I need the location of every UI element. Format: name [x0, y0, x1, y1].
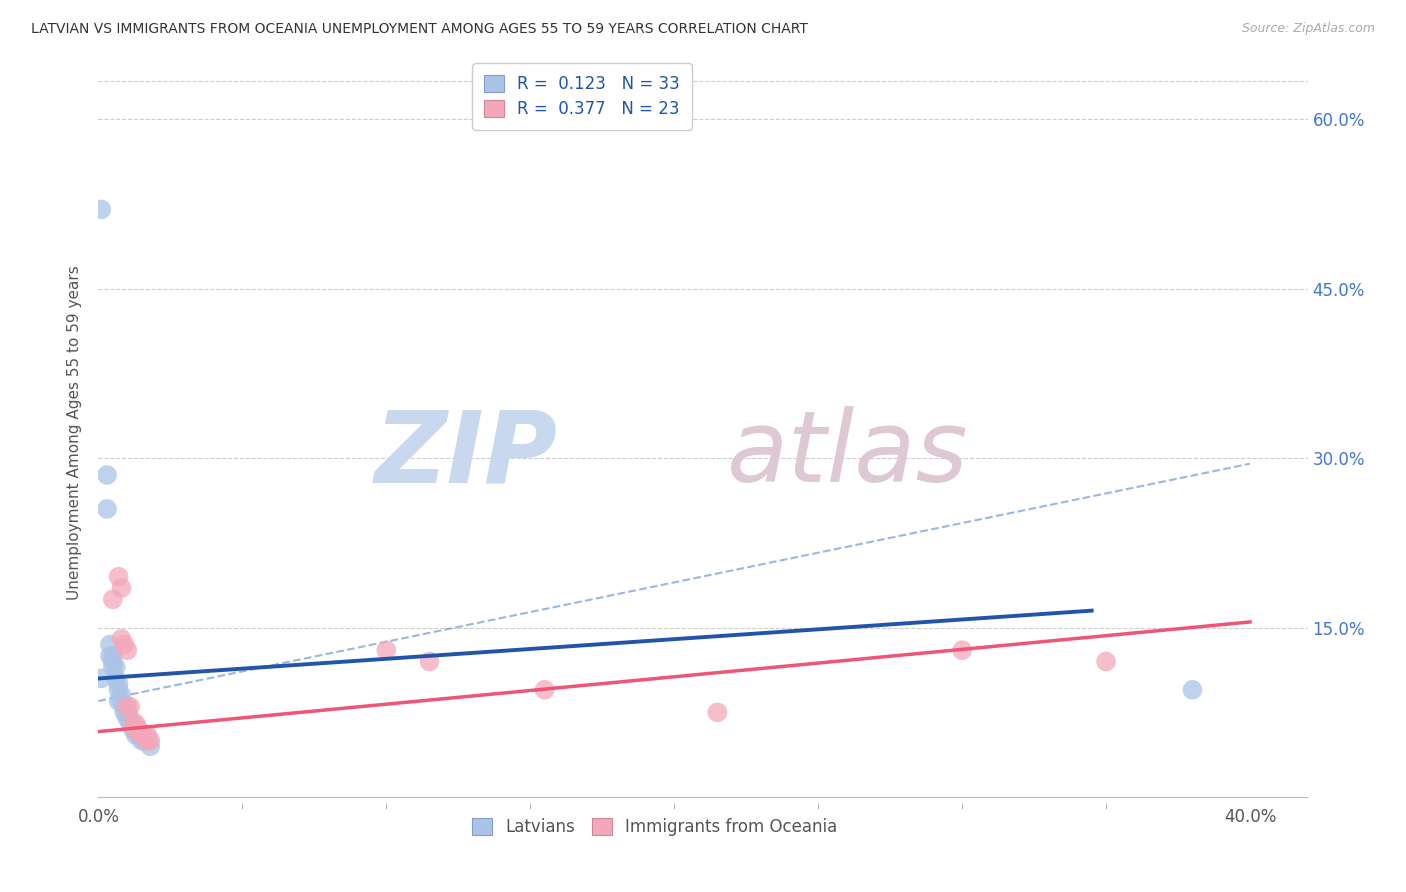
Point	[950, 643, 973, 657]
Point	[112, 699, 135, 714]
Point	[112, 706, 135, 720]
Point	[101, 655, 124, 669]
Point	[112, 638, 135, 652]
Point	[375, 643, 398, 657]
Point	[131, 728, 153, 742]
Point	[128, 723, 150, 737]
Point	[101, 660, 124, 674]
Point	[120, 711, 142, 725]
Point	[115, 699, 138, 714]
Point	[136, 728, 159, 742]
Point	[122, 723, 145, 737]
Point	[107, 694, 129, 708]
Point	[533, 682, 555, 697]
Point	[101, 592, 124, 607]
Point	[115, 711, 138, 725]
Point	[139, 733, 162, 747]
Legend: Latvians, Immigrants from Oceania: Latvians, Immigrants from Oceania	[465, 811, 844, 843]
Point	[131, 733, 153, 747]
Point	[128, 728, 150, 742]
Point	[125, 723, 148, 737]
Point	[125, 723, 148, 737]
Point	[115, 643, 138, 657]
Point	[107, 570, 129, 584]
Point	[120, 716, 142, 731]
Point	[101, 648, 124, 663]
Point	[90, 202, 112, 217]
Point	[104, 660, 127, 674]
Point	[122, 716, 145, 731]
Point	[125, 716, 148, 731]
Point	[1181, 682, 1204, 697]
Point	[139, 739, 162, 754]
Point	[96, 468, 118, 483]
Point	[90, 672, 112, 686]
Point	[110, 632, 132, 646]
Text: atlas: atlas	[727, 407, 969, 503]
Point	[107, 677, 129, 691]
Y-axis label: Unemployment Among Ages 55 to 59 years: Unemployment Among Ages 55 to 59 years	[67, 265, 83, 600]
Point	[107, 682, 129, 697]
Text: LATVIAN VS IMMIGRANTS FROM OCEANIA UNEMPLOYMENT AMONG AGES 55 TO 59 YEARS CORREL: LATVIAN VS IMMIGRANTS FROM OCEANIA UNEMP…	[31, 22, 808, 37]
Point	[96, 502, 118, 516]
Point	[110, 581, 132, 595]
Point	[706, 706, 728, 720]
Point	[98, 648, 121, 663]
Point	[418, 655, 440, 669]
Point	[120, 699, 142, 714]
Point	[98, 638, 121, 652]
Point	[134, 728, 156, 742]
Point	[110, 694, 132, 708]
Text: Source: ZipAtlas.com: Source: ZipAtlas.com	[1241, 22, 1375, 36]
Point	[104, 672, 127, 686]
Point	[122, 716, 145, 731]
Point	[136, 733, 159, 747]
Text: ZIP: ZIP	[375, 407, 558, 503]
Point	[134, 733, 156, 747]
Point	[115, 706, 138, 720]
Point	[125, 728, 148, 742]
Point	[131, 728, 153, 742]
Point	[110, 689, 132, 703]
Point	[136, 733, 159, 747]
Point	[1095, 655, 1118, 669]
